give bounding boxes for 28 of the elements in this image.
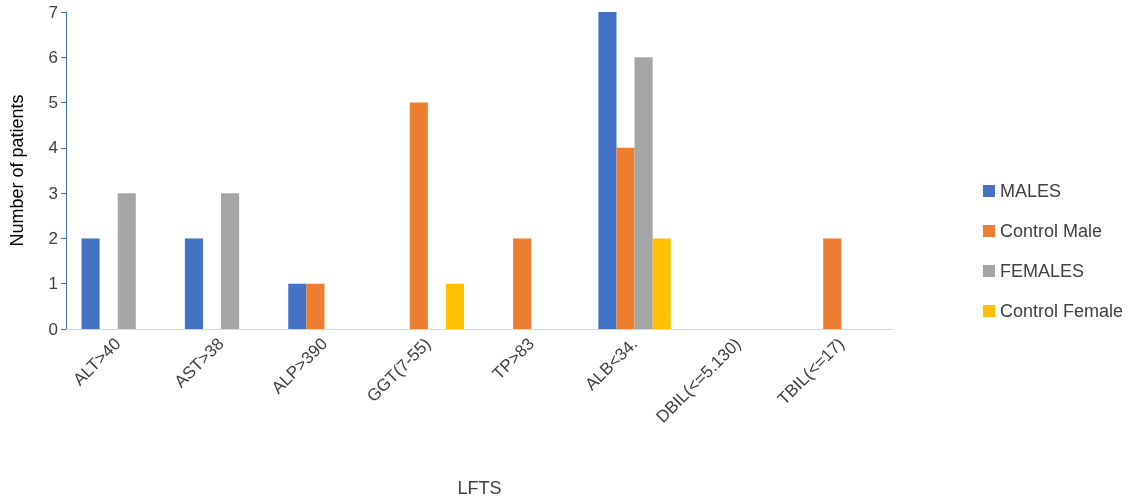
bar [616,147,635,329]
y-tick-label: 3 [48,183,58,203]
legend-label: FEMALES [999,261,1084,281]
y-tick-label: 7 [48,2,58,22]
bar [652,238,671,329]
bar [117,193,136,329]
bar [184,238,203,329]
bar [634,57,653,329]
x-axis-title: LFTS [457,478,502,498]
bar [306,283,325,329]
y-axis-title: Number of patients [7,94,27,247]
legend-label: Control Female [999,301,1123,321]
bar [288,283,307,329]
y-tick-label: 0 [48,319,58,339]
y-tick-label: 2 [48,228,58,248]
bar [823,238,842,329]
bar [221,193,240,329]
bar [513,238,532,329]
bar [598,12,617,329]
y-tick-label: 5 [48,93,58,113]
bar [81,238,100,329]
legend-label: MALES [999,181,1061,201]
bar [409,102,428,329]
bar [445,283,464,329]
y-tick-label: 1 [48,274,58,294]
legend-label: Control Male [999,221,1102,241]
y-tick-label: 4 [48,138,58,158]
y-tick-label: 6 [48,47,58,67]
